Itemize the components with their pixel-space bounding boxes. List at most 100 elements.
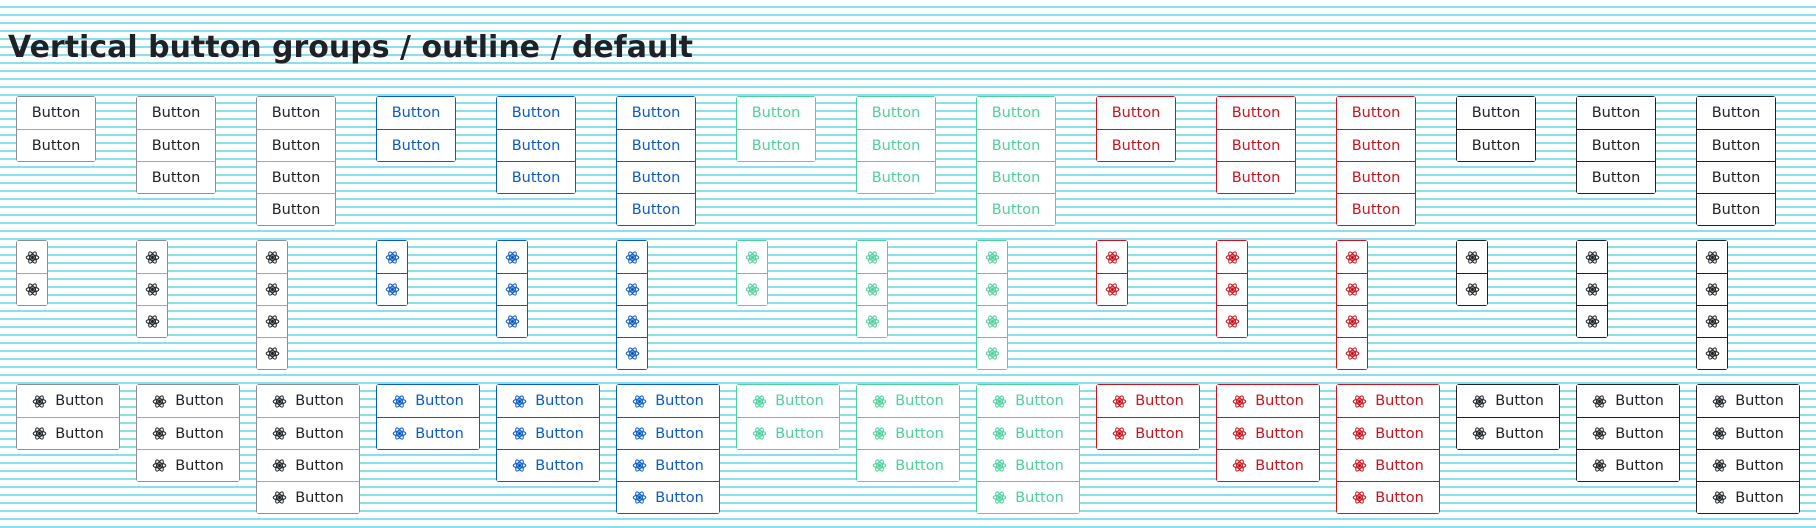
danger-button[interactable]: Button bbox=[1097, 385, 1199, 417]
danger-button[interactable]: Button bbox=[1217, 417, 1319, 449]
success-button[interactable]: Button bbox=[977, 449, 1079, 481]
primary-button[interactable]: Button bbox=[377, 129, 455, 161]
danger-button[interactable]: Button bbox=[1337, 129, 1415, 161]
dark-button[interactable]: Button bbox=[1577, 449, 1679, 481]
success-button[interactable] bbox=[977, 241, 1007, 273]
dark-button[interactable]: Button bbox=[1697, 129, 1775, 161]
primary-button[interactable]: Button bbox=[617, 161, 695, 193]
danger-button[interactable]: Button bbox=[1217, 385, 1319, 417]
dark-button[interactable]: Button bbox=[1697, 385, 1799, 417]
primary-button[interactable]: Button bbox=[377, 97, 455, 129]
dark-button[interactable] bbox=[1577, 241, 1607, 273]
primary-button[interactable]: Button bbox=[617, 129, 695, 161]
secondary-button[interactable]: Button bbox=[17, 97, 95, 129]
success-button[interactable]: Button bbox=[977, 193, 1055, 225]
primary-button[interactable]: Button bbox=[617, 97, 695, 129]
dark-button[interactable]: Button bbox=[1697, 449, 1799, 481]
dark-button[interactable]: Button bbox=[1697, 481, 1799, 513]
primary-button[interactable] bbox=[497, 241, 527, 273]
dark-button[interactable]: Button bbox=[1697, 161, 1775, 193]
secondary-button[interactable]: Button bbox=[17, 417, 119, 449]
secondary-button[interactable]: Button bbox=[137, 129, 215, 161]
success-button[interactable] bbox=[737, 241, 767, 273]
primary-button[interactable]: Button bbox=[497, 161, 575, 193]
success-button[interactable]: Button bbox=[737, 385, 839, 417]
secondary-button[interactable]: Button bbox=[137, 449, 239, 481]
primary-button[interactable]: Button bbox=[617, 481, 719, 513]
success-button[interactable] bbox=[857, 273, 887, 305]
danger-button[interactable]: Button bbox=[1337, 193, 1415, 225]
danger-button[interactable]: Button bbox=[1337, 161, 1415, 193]
dark-button[interactable] bbox=[1577, 305, 1607, 337]
dark-button[interactable] bbox=[1697, 305, 1727, 337]
success-button[interactable]: Button bbox=[977, 97, 1055, 129]
primary-button[interactable]: Button bbox=[497, 417, 599, 449]
secondary-button[interactable] bbox=[137, 305, 167, 337]
success-button[interactable] bbox=[977, 273, 1007, 305]
primary-button[interactable]: Button bbox=[497, 129, 575, 161]
success-button[interactable]: Button bbox=[857, 449, 959, 481]
success-button[interactable] bbox=[857, 241, 887, 273]
secondary-button[interactable] bbox=[257, 305, 287, 337]
primary-button[interactable] bbox=[617, 273, 647, 305]
success-button[interactable] bbox=[857, 305, 887, 337]
primary-button[interactable]: Button bbox=[617, 417, 719, 449]
dark-button[interactable]: Button bbox=[1457, 129, 1535, 161]
primary-button[interactable]: Button bbox=[497, 449, 599, 481]
secondary-button[interactable]: Button bbox=[137, 97, 215, 129]
secondary-button[interactable] bbox=[137, 241, 167, 273]
dark-button[interactable]: Button bbox=[1457, 385, 1559, 417]
dark-button[interactable] bbox=[1697, 241, 1727, 273]
danger-button[interactable]: Button bbox=[1217, 97, 1295, 129]
secondary-button[interactable]: Button bbox=[137, 385, 239, 417]
primary-button[interactable] bbox=[617, 241, 647, 273]
dark-button[interactable]: Button bbox=[1577, 129, 1655, 161]
primary-button[interactable] bbox=[497, 305, 527, 337]
danger-button[interactable]: Button bbox=[1337, 417, 1439, 449]
secondary-button[interactable]: Button bbox=[257, 97, 335, 129]
danger-button[interactable] bbox=[1097, 273, 1127, 305]
danger-button[interactable] bbox=[1337, 305, 1367, 337]
dark-button[interactable] bbox=[1577, 273, 1607, 305]
danger-button[interactable]: Button bbox=[1337, 97, 1415, 129]
dark-button[interactable]: Button bbox=[1577, 417, 1679, 449]
success-button[interactable]: Button bbox=[857, 129, 935, 161]
secondary-button[interactable] bbox=[257, 273, 287, 305]
dark-button[interactable]: Button bbox=[1577, 385, 1679, 417]
primary-button[interactable]: Button bbox=[617, 449, 719, 481]
primary-button[interactable]: Button bbox=[617, 193, 695, 225]
primary-button[interactable]: Button bbox=[497, 97, 575, 129]
danger-button[interactable] bbox=[1337, 241, 1367, 273]
primary-button[interactable] bbox=[617, 305, 647, 337]
secondary-button[interactable] bbox=[137, 273, 167, 305]
success-button[interactable]: Button bbox=[857, 161, 935, 193]
success-button[interactable]: Button bbox=[977, 481, 1079, 513]
secondary-button[interactable]: Button bbox=[17, 385, 119, 417]
dark-button[interactable]: Button bbox=[1577, 161, 1655, 193]
danger-button[interactable] bbox=[1217, 273, 1247, 305]
dark-button[interactable] bbox=[1457, 241, 1487, 273]
dark-button[interactable]: Button bbox=[1697, 417, 1799, 449]
secondary-button[interactable]: Button bbox=[257, 161, 335, 193]
secondary-button[interactable] bbox=[17, 241, 47, 273]
dark-button[interactable]: Button bbox=[1697, 97, 1775, 129]
primary-button[interactable]: Button bbox=[497, 385, 599, 417]
primary-button[interactable]: Button bbox=[617, 385, 719, 417]
danger-button[interactable]: Button bbox=[1097, 417, 1199, 449]
dark-button[interactable] bbox=[1697, 337, 1727, 369]
success-button[interactable]: Button bbox=[857, 97, 935, 129]
secondary-button[interactable]: Button bbox=[137, 417, 239, 449]
success-button[interactable]: Button bbox=[737, 97, 815, 129]
secondary-button[interactable]: Button bbox=[257, 385, 359, 417]
secondary-button[interactable]: Button bbox=[257, 449, 359, 481]
success-button[interactable]: Button bbox=[977, 385, 1079, 417]
success-button[interactable]: Button bbox=[737, 417, 839, 449]
secondary-button[interactable] bbox=[17, 273, 47, 305]
primary-button[interactable]: Button bbox=[377, 385, 479, 417]
danger-button[interactable]: Button bbox=[1097, 97, 1175, 129]
primary-button[interactable] bbox=[617, 337, 647, 369]
danger-button[interactable]: Button bbox=[1337, 449, 1439, 481]
secondary-button[interactable]: Button bbox=[17, 129, 95, 161]
primary-button[interactable] bbox=[377, 241, 407, 273]
danger-button[interactable]: Button bbox=[1217, 161, 1295, 193]
